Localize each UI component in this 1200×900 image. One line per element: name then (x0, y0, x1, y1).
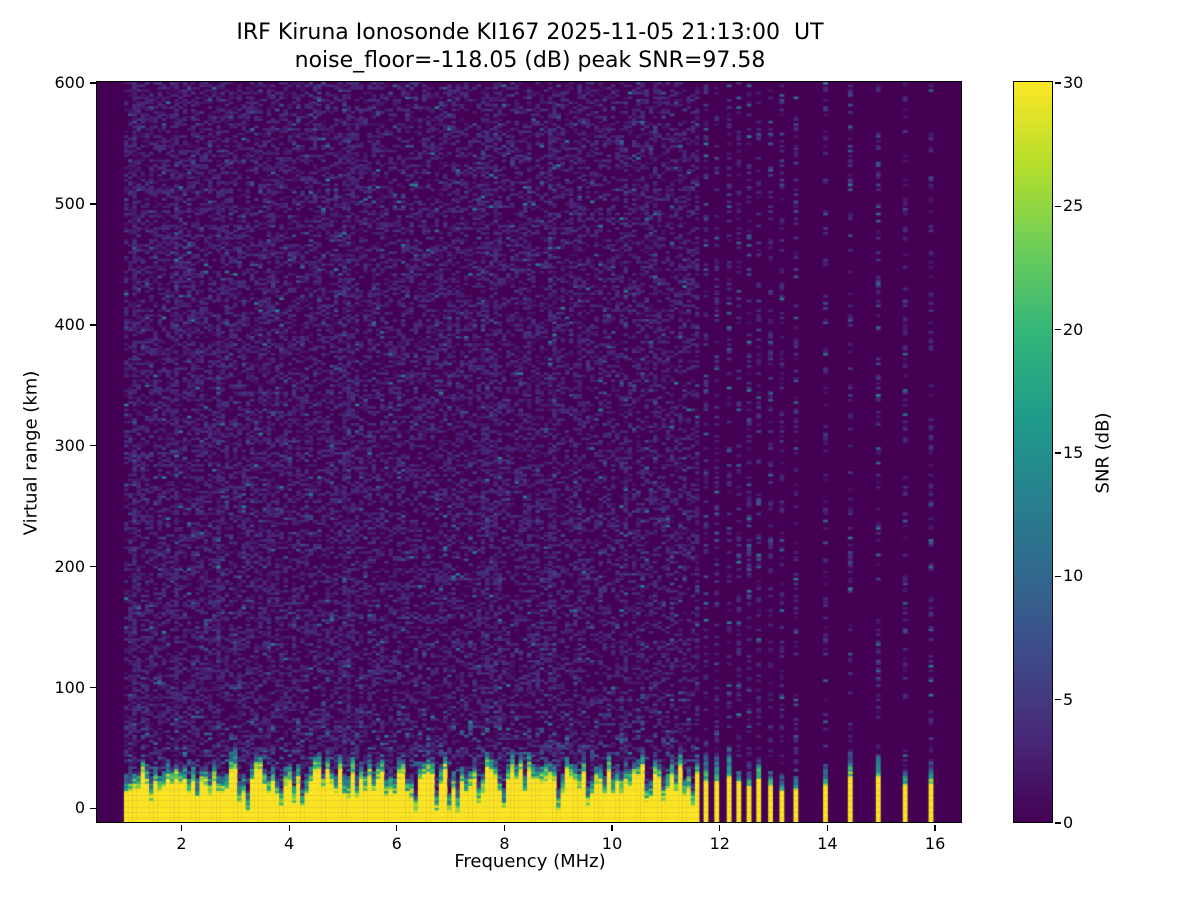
y-tick-label-500: 500 (54, 193, 85, 213)
x-tick-label-4: 4 (284, 834, 295, 853)
colorbar-tick-label-0: 0 (1063, 813, 1074, 832)
colorbar-tick-label-25: 25 (1063, 196, 1084, 216)
x-tick-mark-2 (180, 824, 183, 832)
x-axis-label: Frequency (MHz) (454, 851, 606, 872)
x-tick-mark-10 (611, 824, 613, 832)
colorbar-tick-mark-5 (1054, 699, 1061, 701)
y-tick-mark-400 (90, 324, 97, 326)
colorbar-tick-mark-10 (1054, 575, 1061, 578)
x-tick-label-10: 10 (601, 834, 623, 853)
colorbar-tick-mark-30 (1054, 82, 1061, 84)
colorbar-tick-mark-20 (1054, 329, 1061, 331)
x-tick-mark-12 (719, 824, 721, 832)
x-tick-label-16: 16 (924, 834, 946, 853)
colorbar-tick-label-10: 10 (1063, 566, 1084, 586)
y-tick-mark-200 (90, 566, 97, 568)
y-tick-mark-0 (90, 807, 97, 810)
y-tick-mark-600 (90, 82, 97, 84)
y-tick-label-600: 600 (54, 73, 85, 92)
x-tick-mark-14 (826, 824, 829, 832)
y-tick-label-0: 0 (74, 798, 85, 818)
colorbar-tick-label-15: 15 (1063, 443, 1084, 462)
x-tick-mark-4 (288, 824, 290, 832)
colorbar-tick-mark-15 (1054, 452, 1061, 454)
x-tick-mark-8 (503, 824, 506, 832)
y-tick-mark-500 (90, 203, 97, 205)
colorbar-tick-mark-25 (1054, 205, 1061, 208)
x-tick-label-8: 8 (499, 834, 510, 853)
chart-title: IRF Kiruna Ionosonde KI167 2025-11-05 21… (236, 20, 824, 45)
y-tick-label-100: 100 (54, 677, 85, 697)
colorbar-tick-label-5: 5 (1063, 689, 1074, 709)
colorbar-tick-mark-0 (1054, 822, 1061, 824)
y-tick-mark-300 (90, 445, 97, 447)
x-tick-label-12: 12 (709, 834, 730, 853)
x-tick-mark-16 (934, 824, 936, 832)
colorbar-frame (1013, 81, 1054, 824)
y-tick-label-400: 400 (54, 314, 85, 334)
x-tick-label-14: 14 (817, 834, 838, 853)
y-tick-mark-100 (90, 686, 97, 689)
colorbar-tick-label-30: 30 (1063, 73, 1084, 92)
ionogram-heatmap (97, 82, 962, 823)
x-tick-label-2: 2 (176, 834, 187, 853)
colorbar-gradient (1014, 82, 1053, 823)
chart-subtitle: noise_floor=-118.05 (dB) peak SNR=97.58 (294, 48, 766, 73)
plot-frame (96, 81, 963, 824)
colorbar-tick-label-20: 20 (1063, 319, 1084, 339)
x-tick-mark-6 (396, 824, 398, 832)
y-tick-label-300: 300 (54, 435, 85, 455)
x-tick-label-6: 6 (391, 834, 402, 853)
y-tick-label-200: 200 (54, 556, 85, 576)
